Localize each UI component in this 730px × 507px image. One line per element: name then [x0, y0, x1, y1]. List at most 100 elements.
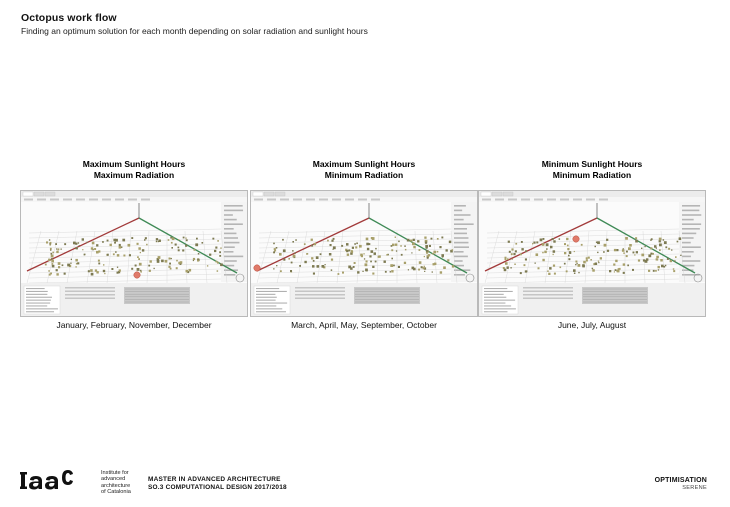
solution-point: [188, 268, 192, 272]
solution-point: [279, 253, 282, 256]
solution-point: [70, 262, 72, 264]
solution-point: [295, 239, 297, 241]
solution-point: [157, 241, 159, 243]
solution-point: [312, 272, 315, 275]
solution-point: [394, 236, 396, 238]
solution-point: [413, 267, 416, 271]
solution-point: [510, 267, 512, 269]
solution-point: [616, 269, 620, 273]
solution-point: [299, 265, 301, 267]
solution-point: [671, 249, 673, 251]
solution-point: [436, 250, 439, 253]
grid-line: [258, 268, 452, 274]
graph-area: [124, 287, 190, 304]
settings-row: [454, 232, 467, 235]
solution-point: [164, 259, 168, 263]
x-axis-line: [484, 217, 598, 272]
solution-point: [102, 269, 106, 273]
toolbar-item: [115, 198, 124, 201]
solution-point: [290, 270, 292, 272]
solution-point: [362, 270, 364, 272]
solution-point: [378, 255, 381, 258]
solution-point: [598, 261, 600, 264]
solution-point: [313, 242, 317, 246]
solution-point: [662, 239, 665, 241]
list-row: [26, 288, 45, 290]
solution-point: [106, 253, 109, 256]
solution-point: [648, 254, 652, 258]
solution-point: [61, 264, 64, 267]
grid-lines: [484, 228, 686, 284]
solution-point: [418, 268, 420, 271]
solution-point: [114, 241, 116, 244]
solution-point: [564, 243, 566, 246]
solution-point: [655, 270, 657, 272]
solution-point: [118, 269, 121, 272]
solution-point: [57, 262, 61, 265]
solution-point: [426, 255, 429, 258]
solution-point: [637, 259, 641, 262]
solution-point: [118, 243, 121, 246]
window-tab: [502, 191, 514, 197]
solution-point: [352, 266, 355, 268]
solution-point: [185, 244, 188, 247]
solution-point: [573, 250, 575, 253]
solution-point: [360, 253, 363, 257]
toolbar-item: [102, 198, 111, 201]
solution-point: [573, 269, 576, 272]
solution-point: [48, 273, 51, 276]
y-axis-line: [368, 217, 468, 274]
solution-point: [657, 269, 660, 271]
solution-point: [137, 256, 139, 258]
solution-point: [158, 239, 161, 242]
solution-point: [524, 258, 527, 261]
toolbar-item: [76, 198, 85, 201]
solution-point: [63, 272, 66, 275]
view-gizmo: [235, 273, 245, 283]
course-line-1: MASTER IN ADVANCED ARCHITECTURE: [148, 476, 281, 483]
list-row: [484, 296, 507, 298]
view-gizmo: [693, 273, 703, 283]
solution-point: [70, 258, 72, 260]
solution-point: [332, 237, 335, 240]
solution-point: [423, 255, 425, 258]
grid-line: [256, 230, 272, 284]
solution-point: [398, 240, 400, 243]
solution-point: [514, 263, 516, 265]
solution-point: [282, 249, 286, 253]
solution-point: [568, 254, 570, 257]
solution-point: [515, 242, 518, 245]
grid-line: [564, 230, 572, 284]
settings-row: [224, 260, 237, 262]
solution-point: [404, 248, 407, 251]
toolbar-item: [306, 198, 315, 201]
grid-line: [486, 248, 680, 254]
grid-line: [28, 243, 222, 249]
solution-point: [78, 245, 80, 247]
panel-heading-line2: Minimum Radiation: [552, 170, 632, 180]
grid-line: [258, 243, 452, 249]
toolbar-item: [560, 198, 569, 201]
settings-row: [224, 246, 235, 248]
solution-point: [128, 254, 131, 257]
solution-point: [116, 266, 119, 268]
solution-point: [82, 249, 84, 251]
toolbar-item: [482, 198, 491, 201]
solution-point: [192, 259, 194, 262]
solution-point: [431, 271, 433, 273]
solution-point: [315, 256, 319, 259]
solution-point: [139, 251, 141, 254]
solution-point: [155, 240, 158, 243]
solution-point: [617, 268, 620, 271]
solution-point: [521, 248, 524, 251]
toolbar-item: [599, 198, 608, 201]
optimum-point: [253, 264, 261, 272]
grid-line: [584, 230, 590, 284]
solution-point: [192, 257, 196, 261]
solution-point: [592, 269, 595, 272]
solution-point: [660, 259, 663, 262]
solution-point: [397, 265, 400, 268]
solution-point: [628, 247, 631, 251]
grid-line: [28, 273, 222, 279]
solution-point: [140, 271, 142, 273]
